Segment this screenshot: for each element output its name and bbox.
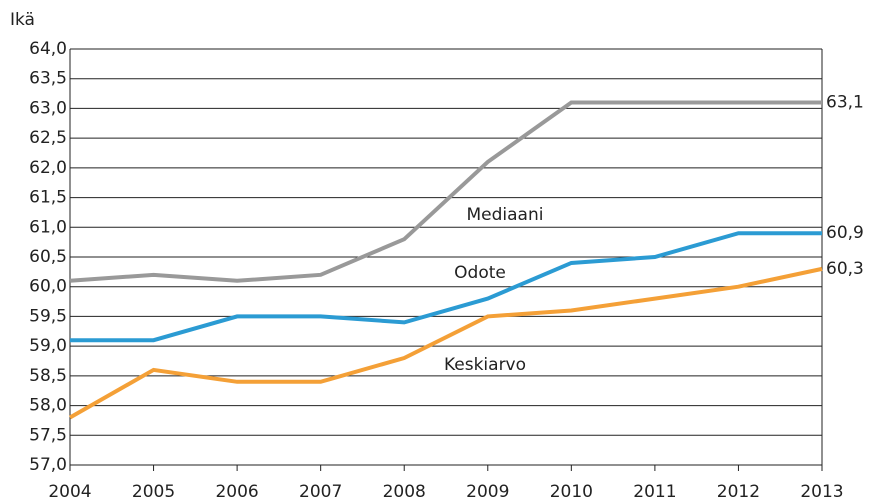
value-label: 63,1 [826,92,864,112]
y-tick-label: 57,5 [29,425,67,445]
y-tick-label: 60,5 [29,247,67,267]
y-tick-label: 63,0 [29,98,67,118]
x-tick-label: 2012 [717,482,760,502]
y-tick-label: 57,0 [29,455,67,475]
series-label: Odote [454,263,506,283]
x-tick-label: 2005 [132,482,175,502]
y-tick-label: 58,5 [29,366,67,386]
y-tick-label: 58,0 [29,396,67,416]
y-tick-label: 61,5 [29,188,67,208]
y-tick-label: 62,5 [29,128,67,148]
x-tick-label: 2011 [633,482,676,502]
y-tick-label: 60,0 [29,277,67,297]
value-label: 60,9 [826,223,864,243]
y-tick-label: 64,0 [29,39,67,59]
line [70,231,822,343]
x-tick-label: 2008 [383,482,426,502]
y-tick-label: 59,0 [29,336,67,356]
value-label: 60,3 [826,259,864,279]
x-tick-label: 2009 [466,482,509,502]
x-tick-label: 2010 [550,482,593,502]
y-axis-label: Ikä [10,10,35,30]
x-tick-label: 2006 [215,482,258,502]
x-tick-label: 2004 [48,482,91,502]
line [69,266,823,420]
series-label: Mediaani [467,205,544,225]
line [69,100,822,283]
y-tick-label: 59,5 [29,306,67,326]
y-tick-label: 61,0 [29,217,67,237]
x-tick-label: 2007 [299,482,342,502]
series-label: Keskiarvo [444,355,526,375]
x-tick-label: 2013 [800,482,843,502]
y-tick-label: 62,0 [29,158,67,178]
y-tick-label: 63,5 [29,69,67,89]
